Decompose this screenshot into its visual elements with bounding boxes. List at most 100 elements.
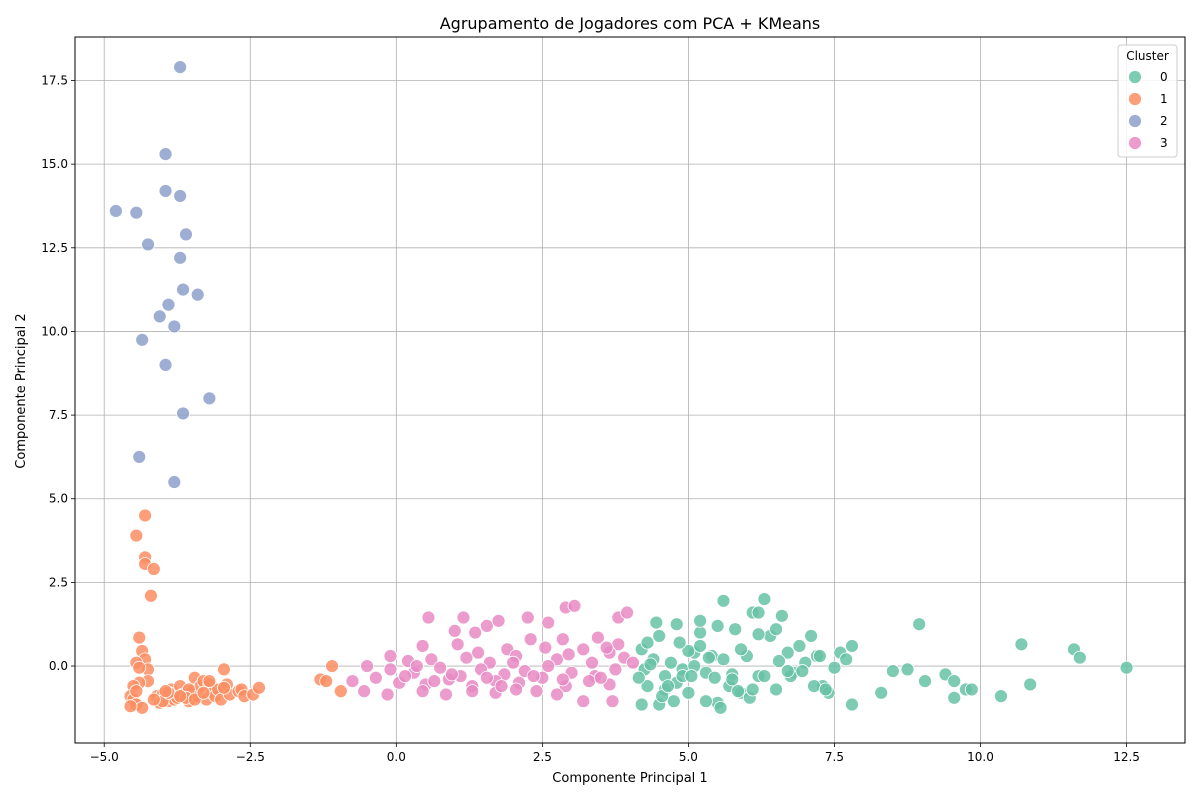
cluster-2-point	[176, 282, 190, 297]
cluster-0-point	[725, 672, 740, 687]
cluster-3-point	[459, 650, 474, 665]
cluster-0-point	[774, 608, 789, 623]
cluster-3-point	[593, 670, 608, 685]
cluster-3-point	[409, 659, 424, 673]
cluster-0-point	[757, 669, 772, 683]
cluster-0-point	[681, 685, 696, 700]
cluster-3-point	[439, 687, 453, 702]
cluster-0-point	[918, 674, 932, 688]
cluster-1-point	[158, 684, 173, 699]
axis-ticks: −5.0 −2.5 0.0 2.5 5.0 7.5 10.0 12.5 0.0 2.5 5.0 7.5…	[41, 73, 1140, 764]
cluster-3-point	[509, 682, 523, 697]
cluster-0-point	[780, 664, 795, 678]
cluster-0-point	[751, 627, 766, 642]
cluster-1-point	[123, 699, 138, 714]
legend-marker-3	[1128, 136, 1142, 150]
cluster-3-point	[585, 655, 599, 670]
cluster-2-point	[173, 60, 188, 75]
cluster-1-point	[135, 700, 150, 715]
cluster-3-point	[421, 610, 436, 625]
cluster-3-point	[491, 613, 506, 628]
cluster-0-point	[710, 618, 725, 633]
cluster-0-point	[699, 694, 713, 709]
cluster-0-point	[731, 684, 745, 699]
cluster-0-point	[713, 700, 728, 715]
cluster-0-point	[663, 655, 678, 670]
cluster-0-point	[818, 682, 833, 697]
legend-marker-1	[1128, 92, 1142, 106]
y-tick-label: 0.0	[49, 659, 68, 673]
cluster-2-point	[135, 332, 150, 347]
cluster-0-point	[964, 682, 979, 697]
cluster-3-point	[450, 637, 465, 652]
cluster-0-point	[885, 664, 900, 678]
cluster-0-point	[672, 635, 687, 650]
cluster-2-point	[173, 189, 188, 203]
legend-marker-0	[1128, 70, 1142, 84]
x-tick-label: −2.5	[236, 750, 265, 764]
cluster-1-point	[132, 660, 147, 675]
x-tick-label: 12.5	[1113, 750, 1140, 764]
cluster-3-point	[590, 630, 605, 645]
cluster-3-point	[415, 684, 430, 699]
cluster-3-point	[567, 598, 582, 613]
cluster-0-point	[812, 649, 827, 663]
cluster-0-point	[652, 629, 667, 643]
cluster-1-point	[173, 689, 188, 704]
y-tick-label: 7.5	[49, 408, 68, 422]
cluster-3-point	[494, 679, 509, 694]
cluster-3-point	[424, 652, 439, 667]
x-tick-label: 10.0	[967, 750, 994, 764]
legend-label-0: 0	[1160, 70, 1168, 84]
cluster-2-point	[173, 250, 188, 265]
cluster-0-point	[681, 644, 696, 658]
cluster-0-point	[874, 685, 889, 700]
legend: Cluster 0 1 2 3	[1117, 44, 1178, 158]
cluster-0-point	[780, 645, 795, 660]
chart-title: Agrupamento de Jogadores com PCA + KMean…	[440, 14, 821, 33]
cluster-0-point	[661, 679, 675, 694]
cluster-3-point	[427, 674, 442, 688]
cluster-3-point	[383, 649, 398, 663]
cluster-3-point	[561, 647, 576, 662]
cluster-0-point	[634, 697, 649, 712]
cluster-1-point	[202, 674, 217, 688]
cluster-0-point	[845, 639, 859, 653]
cluster-0-point	[728, 622, 743, 637]
cluster-0-point	[947, 674, 962, 688]
cluster-3-point	[526, 669, 541, 683]
cluster-3-point	[541, 615, 556, 630]
cluster-3-point	[620, 605, 634, 620]
cluster-3-point	[465, 684, 480, 699]
y-axis-label: Componente Principal 2	[14, 313, 29, 468]
cluster-2-point	[161, 297, 176, 312]
cluster-0-point	[947, 690, 962, 705]
cluster-0-point	[707, 670, 722, 685]
cluster-2-point	[108, 204, 123, 218]
y-tick-label: 10.0	[41, 324, 68, 338]
cluster-3-point	[360, 659, 375, 673]
cluster-3-point	[529, 684, 544, 699]
y-tick-label: 12.5	[41, 241, 68, 255]
cluster-3-point	[555, 632, 570, 647]
cluster-1-point	[146, 692, 161, 707]
cluster-3-point	[599, 640, 614, 655]
x-tick-label: 5.0	[679, 750, 698, 764]
legend-label-3: 3	[1160, 136, 1168, 150]
cluster-0-point	[734, 642, 748, 657]
cluster-0-point	[1072, 650, 1087, 665]
cluster-0-point	[792, 639, 807, 653]
cluster-0-point	[1014, 637, 1029, 652]
cluster-0-point	[772, 654, 786, 668]
cluster-3-point	[479, 618, 494, 633]
cluster-1-point	[252, 680, 266, 695]
cluster-0-point	[845, 697, 859, 712]
plot-frame	[74, 36, 1186, 744]
cluster-0-point	[804, 629, 819, 643]
cluster-1-point	[144, 588, 158, 603]
cluster-0-point	[769, 682, 783, 697]
cluster-3-point	[471, 645, 486, 660]
cluster-0-point	[807, 679, 821, 694]
cluster-1-point	[138, 508, 153, 523]
